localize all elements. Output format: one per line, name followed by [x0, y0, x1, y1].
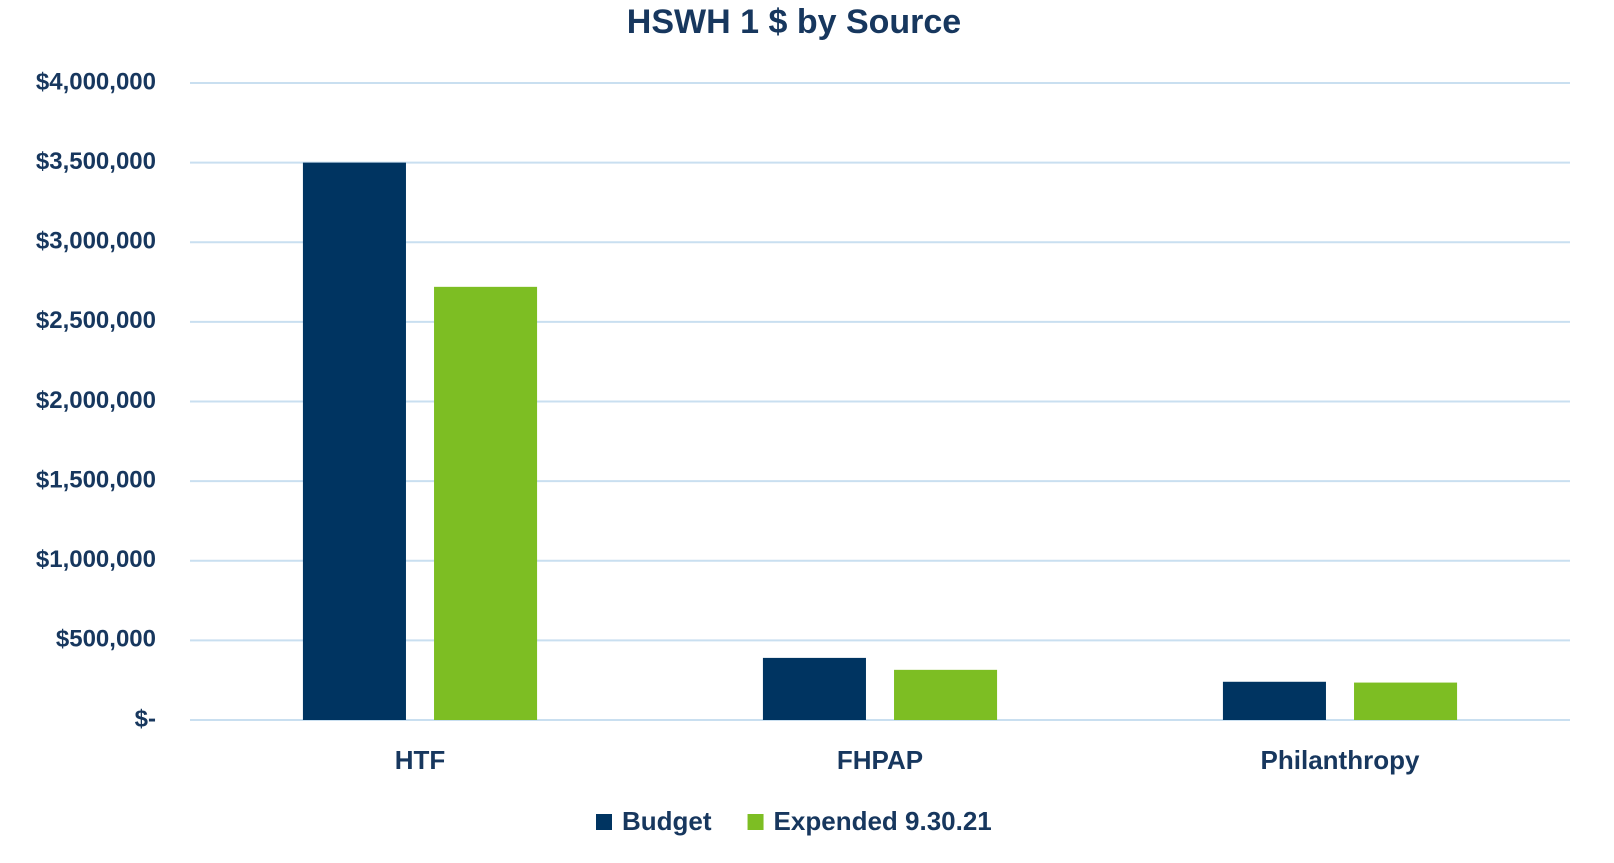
bar — [302, 162, 406, 720]
y-tick-label: $3,500,000 — [36, 148, 156, 175]
x-tick-label: Philanthropy — [1261, 745, 1420, 775]
y-tick-label: $2,500,000 — [36, 307, 156, 334]
y-tick-label: $4,000,000 — [36, 68, 156, 95]
legend-label: Expended 9.30.21 — [774, 806, 992, 836]
y-tick-label: $500,000 — [56, 626, 156, 653]
chart-title: HSWH 1 $ by Source — [627, 3, 961, 41]
bar — [762, 657, 866, 720]
y-tick-label: $3,000,000 — [36, 228, 156, 255]
y-tick-label: $1,500,000 — [36, 466, 156, 493]
bar — [1354, 682, 1458, 720]
y-tick-label: $1,000,000 — [36, 546, 156, 573]
legend-swatch — [596, 814, 612, 830]
legend-swatch — [747, 814, 764, 830]
y-tick-label: $2,000,000 — [36, 387, 156, 414]
x-tick-label: HTF — [395, 745, 446, 775]
y-tick-label: $- — [135, 705, 156, 732]
bar — [434, 286, 538, 720]
x-tick-label: FHPAP — [837, 745, 923, 775]
bar — [894, 669, 998, 720]
legend-label: Budget — [622, 806, 712, 836]
bar — [1222, 681, 1326, 720]
